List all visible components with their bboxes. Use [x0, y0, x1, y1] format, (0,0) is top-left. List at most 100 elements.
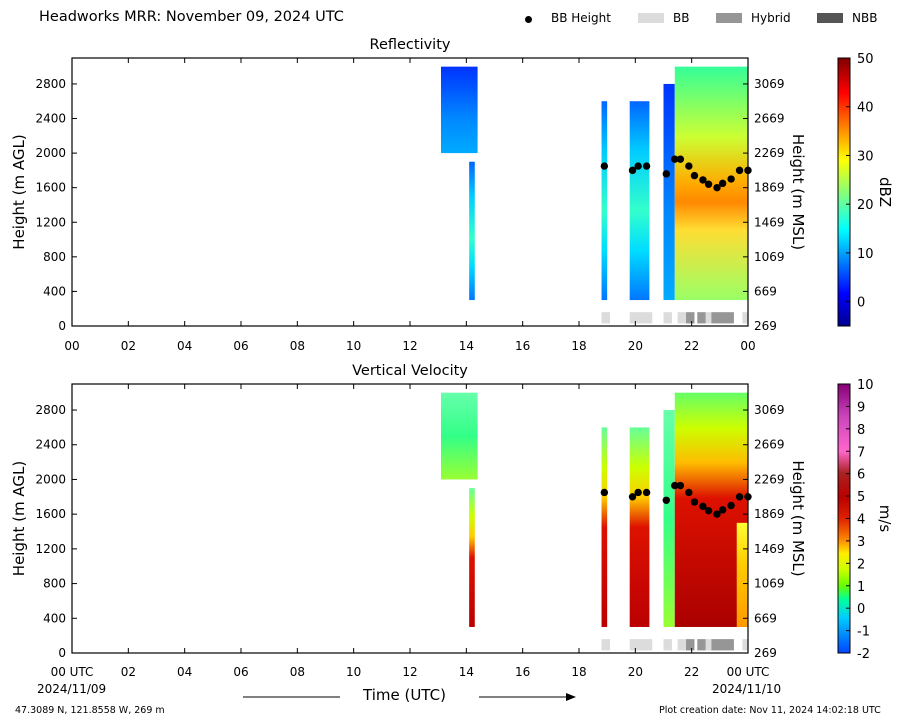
refl-bb-height-point-4: [662, 170, 671, 178]
vvel-ytick-label-7: 2800: [35, 403, 66, 417]
refl-colorbar-label-1: 10: [857, 247, 874, 262]
vvel-xtick-label-10: 20: [628, 665, 643, 679]
figure-title: Headworks MRR: November 09, 2024 UTC: [39, 9, 344, 25]
vvel-xtick-label-0: 00 UTC: [51, 665, 94, 679]
refl-bb-height-point-8: [690, 171, 699, 180]
vvel-bb-height-point-10: [704, 506, 713, 515]
vvel-xtick-label-3: 06: [233, 665, 248, 679]
plot-creation-date: Plot creation date: Nov 11, 2024 14:02:1…: [659, 705, 881, 716]
refl-colorbar-label-4: 40: [857, 101, 874, 116]
vvel-colorbar-label-11: 9: [857, 400, 865, 415]
vvel-bb-type-block-1: [629, 639, 653, 651]
vvel-echo-1: [469, 488, 475, 627]
refl-bb-type-block-0: [601, 312, 610, 324]
refl-xtick-label-0: 00: [64, 339, 79, 353]
vvel-ytick-right-label-2: 1069: [754, 577, 785, 591]
vvel-bb-height-point-13: [727, 501, 735, 510]
vvel-bb-height-point-2: [634, 488, 642, 497]
vvel-ytick-right-label-7: 3069: [754, 403, 785, 417]
vvel-bb-type-block-5: [697, 639, 706, 651]
vvel-xtick-label-1: 02: [121, 665, 136, 679]
refl-ytick-right-label-3: 1469: [754, 215, 785, 229]
vvel-ytick-label-0: 0: [58, 646, 66, 660]
refl-colorbar: [837, 57, 851, 327]
refl-bb-type-block-4: [686, 312, 695, 324]
refl-xtick-label-12: 00: [740, 339, 755, 353]
vvel-echo-0: [440, 392, 478, 480]
refl-ytick-label-2: 800: [43, 250, 66, 264]
vvel-colorbar-label-9: 7: [857, 445, 865, 460]
refl-ytick-right-label-6: 2669: [754, 112, 785, 126]
vvel-colorbar-label-3: 1: [857, 580, 865, 595]
refl-bb-height-point-7: [685, 162, 693, 170]
refl-ytick-right-label-0: 269: [754, 319, 777, 333]
refl-colorbar-label-5: 50: [857, 52, 874, 67]
vvel-bb-type-block-8: [742, 639, 748, 651]
vvel-colorbar-label-12: 10: [857, 378, 874, 393]
refl-bb-type-block-2: [663, 312, 672, 324]
legend-marker-bb-height: [525, 16, 532, 23]
refl-ytick-right-label-7: 3069: [754, 77, 785, 91]
vvel-bb-height-point-11: [713, 510, 721, 518]
refl-xtick-label-8: 16: [515, 339, 530, 353]
refl-ytick-label-0: 0: [58, 319, 66, 333]
vvel-ytick-right-label-1: 669: [754, 611, 777, 625]
refl-bb-height-point-10: [704, 180, 713, 188]
refl-ytick-right-label-5: 2269: [754, 146, 785, 160]
vvel-bb-height-point-12: [718, 506, 727, 514]
start-date-label: 2024/11/09: [37, 682, 107, 696]
vvel-echo-edge: [736, 522, 748, 627]
vvel-bb-height-point-14: [735, 493, 744, 501]
legend-marker-bb: [638, 13, 664, 23]
refl-ylabel-right: Height (m MSL): [789, 134, 807, 250]
legend-label-nbb: NBB: [852, 11, 878, 25]
vvel-echo-4: [663, 410, 675, 627]
vvel-bb-height-point-0: [600, 488, 609, 497]
vvel-xtick-label-11: 22: [684, 665, 699, 679]
vvel-ylabel: Height (m AGL): [10, 461, 28, 576]
refl-echo-0: [440, 66, 478, 154]
vvel-ytick-label-3: 1200: [35, 542, 66, 556]
vvel-ylabel-right: Height (m MSL): [789, 460, 807, 576]
vvel-echo-3: [629, 427, 650, 627]
vvel-ytick-label-1: 400: [43, 611, 66, 625]
refl-bb-type-block-6: [705, 312, 712, 324]
vertical-velocity-title: Vertical Velocity: [352, 363, 468, 379]
vvel-ytick-label-4: 1600: [35, 507, 66, 521]
vvel-bb-type-block-0: [601, 639, 610, 651]
refl-xtick-label-6: 12: [402, 339, 417, 353]
legend-label-bb-height: BB Height: [551, 11, 611, 25]
vvel-xtick-label-7: 14: [459, 665, 474, 679]
vvel-bb-type-block-2: [663, 639, 672, 651]
vvel-ytick-right-label-6: 2669: [754, 438, 785, 452]
legend-label-bb: BB: [673, 11, 690, 25]
vvel-colorbar-label-2: 0: [857, 602, 865, 617]
reflectivity-title: Reflectivity: [369, 37, 451, 53]
refl-bb-height-point-6: [676, 155, 685, 163]
refl-ytick-label-1: 400: [43, 284, 66, 298]
legend-marker-hybrid: [716, 13, 742, 23]
vvel-ytick-right-label-0: 269: [754, 646, 777, 660]
refl-bb-type-block-7: [711, 312, 734, 324]
vvel-colorbar-label-5: 3: [857, 535, 865, 550]
refl-bb-height-point-12: [718, 179, 727, 188]
refl-colorbar-label-0: 0: [857, 296, 865, 311]
vvel-colorbar-label-7: 5: [857, 490, 865, 505]
vvel-bb-type-block-3: [677, 639, 687, 651]
vvel-xtick-label-2: 04: [177, 665, 192, 679]
vvel-colorbar-label-1: -1: [857, 625, 870, 640]
refl-bb-type-block-1: [629, 312, 653, 324]
refl-xtick-label-4: 08: [290, 339, 305, 353]
station-location: 47.3089 N, 121.8558 W, 269 m: [15, 705, 165, 716]
vvel-bb-height-point-8: [690, 498, 699, 506]
vvel-bb-height-point-9: [699, 502, 707, 511]
legend-marker-nbb: [817, 13, 843, 23]
vvel-xtick-label-4: 08: [290, 665, 305, 679]
refl-xtick-label-3: 06: [233, 339, 248, 353]
vvel-xtick-label-8: 16: [515, 665, 530, 679]
end-date-label: 2024/11/10: [712, 682, 782, 696]
refl-xtick-label-7: 14: [459, 339, 474, 353]
x-axis-title: Time (UTC): [363, 686, 446, 704]
refl-echo-3: [629, 101, 650, 301]
